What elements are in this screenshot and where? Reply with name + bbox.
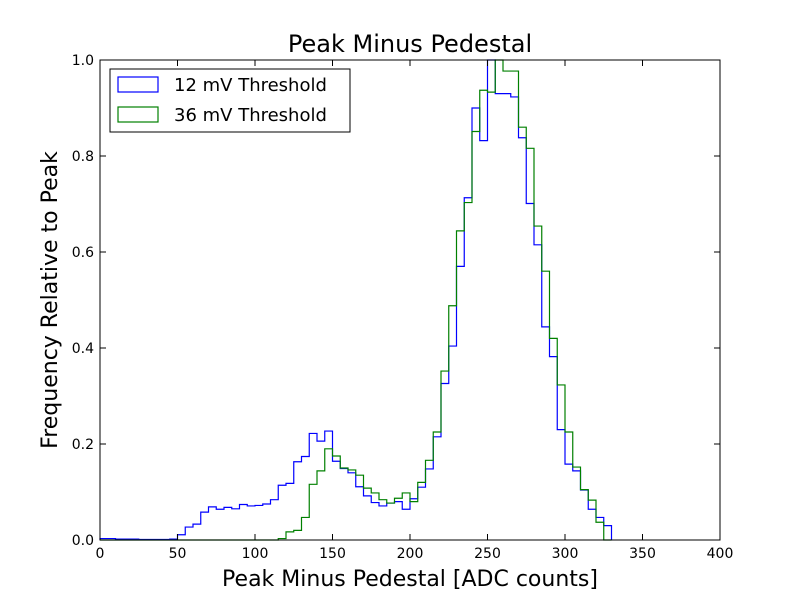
y-tick-label-3: 0.6 (72, 245, 94, 261)
x-axis-label: Peak Minus Pedestal [ADC counts] (222, 567, 598, 592)
x-tick-label-5: 250 (474, 546, 501, 562)
x-tick-label-6: 300 (552, 546, 579, 562)
ticks-layer: 0 50 100 150 200 250 300 350 400 0.0 0.2 0.4 0.6 0.8 1… (72, 53, 734, 562)
y-tick-label-0: 0.0 (72, 533, 94, 549)
y-tick-label-1: 0.2 (72, 437, 94, 453)
chart-title: Peak Minus Pedestal (288, 30, 532, 58)
x-tick-label-4: 200 (397, 546, 424, 562)
legend-swatch-12mv (117, 76, 159, 93)
y-tick-label-5: 1.0 (72, 53, 94, 69)
plot-area (100, 60, 720, 540)
legend: 12 mV Threshold 36 mV Threshold (109, 68, 351, 133)
x-tick-label-3: 150 (319, 546, 346, 562)
x-tick-label-7: 350 (629, 546, 656, 562)
x-tick-label-1: 50 (169, 546, 187, 562)
x-tick-label-2: 100 (242, 546, 269, 562)
y-tick-label-4: 0.8 (72, 149, 94, 165)
x-tick-label-8: 400 (707, 546, 734, 562)
x-tick-label-0: 0 (96, 546, 105, 562)
legend-label-12mv: 12 mV Threshold (174, 75, 327, 96)
legend-swatch-36mv (117, 106, 159, 123)
legend-label-36mv: 36 mV Threshold (174, 105, 327, 126)
y-axis-label: Frequency Relative to Peak (38, 151, 63, 449)
plot-frame (99, 59, 721, 541)
y-tick-label-2: 0.4 (72, 341, 94, 357)
